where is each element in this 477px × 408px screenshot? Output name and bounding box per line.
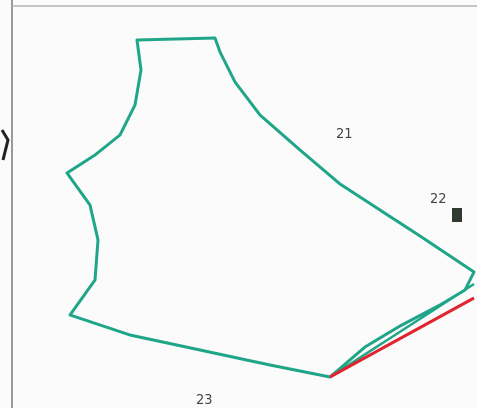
plot-number: 21 bbox=[336, 127, 353, 142]
plot-number: 22 bbox=[430, 192, 447, 207]
marker-square bbox=[452, 208, 462, 222]
edge-mark bbox=[0, 129, 10, 161]
red-boundary bbox=[329, 296, 475, 379]
plot-number: 23 bbox=[196, 393, 213, 408]
plot-boundary bbox=[65, 36, 476, 379]
road-edge bbox=[329, 282, 475, 379]
